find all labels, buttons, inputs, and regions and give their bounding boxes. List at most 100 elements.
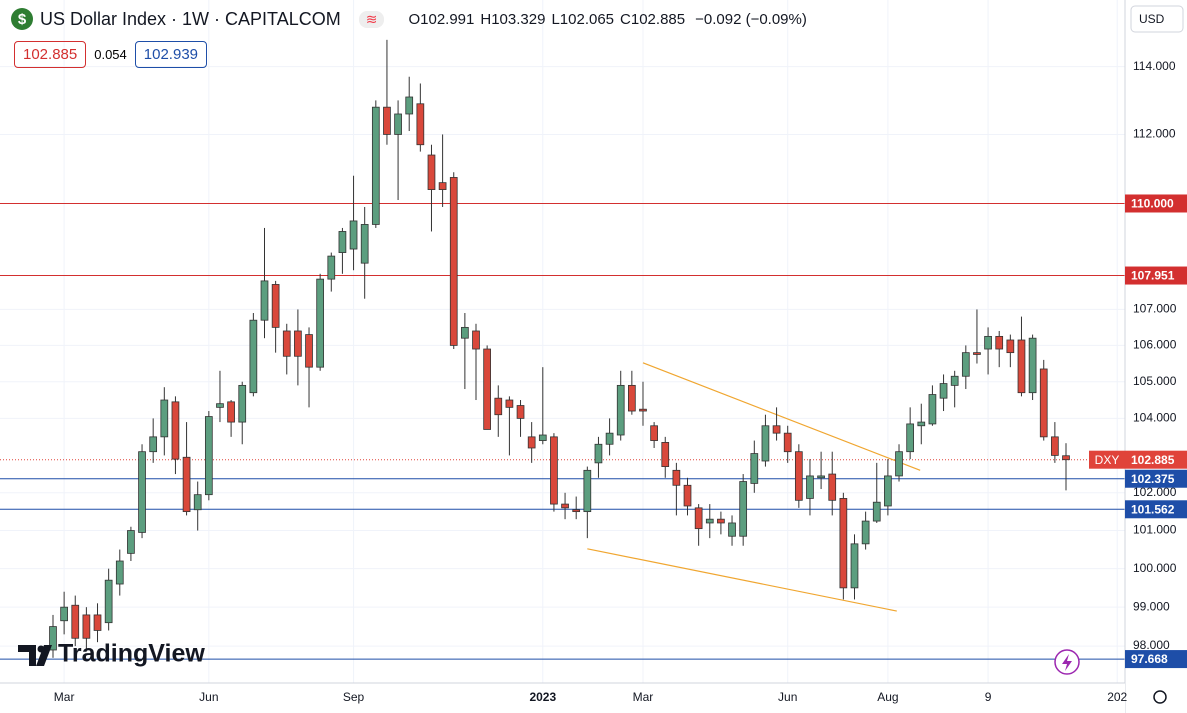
candle-body (1028, 337, 1037, 394)
time-axis (0, 683, 1125, 713)
candle-body (505, 399, 514, 408)
candle-body (216, 403, 224, 408)
ohlc-label: C (620, 10, 631, 28)
candle-body (138, 451, 146, 533)
last-price-label: 102.885 (1131, 453, 1175, 467)
ohlc-label: O (408, 10, 421, 28)
level-label-bg (1125, 500, 1187, 519)
candle-body (739, 481, 748, 537)
last-price-name-bg (1089, 450, 1125, 469)
level-label-bg (1125, 194, 1187, 213)
ohlc-value: 103.329 (491, 10, 546, 28)
header: $ US Dollar Index · 1W · CAPITALCOM ≋ O1… (10, 7, 807, 31)
candle-body (60, 606, 68, 622)
candle-body (950, 375, 959, 386)
x-tick-label: Jun (778, 690, 797, 704)
candle-body (360, 224, 369, 264)
candle-body (249, 319, 258, 394)
candle-body (227, 401, 235, 423)
candle-body (115, 560, 124, 585)
ohlc-label: H (480, 10, 492, 28)
candle-body (806, 475, 814, 499)
candle-body (683, 484, 692, 507)
candle-body (49, 626, 57, 651)
candle-body (616, 384, 625, 436)
candle-body (438, 182, 447, 190)
candle-body (872, 501, 881, 522)
candle-body (550, 436, 558, 505)
candle-body (1039, 368, 1048, 438)
y-tick-label: 102.000 (1133, 485, 1177, 499)
currency-button[interactable] (1130, 5, 1184, 33)
candle-body (494, 397, 503, 416)
candle-body (483, 348, 491, 430)
candle-body (906, 423, 915, 453)
candle-body (861, 520, 870, 545)
buy-price[interactable]: 102.939 (134, 41, 208, 68)
candle-body (472, 330, 480, 350)
candle-body (605, 432, 614, 445)
candle-body (349, 220, 358, 250)
candle-body (238, 384, 247, 423)
level-label-bg (1125, 469, 1187, 488)
candle-body (661, 442, 670, 467)
candle-body (405, 96, 414, 115)
level-label: 102.375 (1131, 472, 1175, 486)
candle-body (717, 518, 725, 524)
y-tick-label: 105.000 (1133, 374, 1177, 388)
ohlc-value: 102.885 (630, 10, 686, 28)
x-tick-label: Jun (199, 690, 218, 704)
candle-body (973, 352, 981, 355)
candle-body (93, 614, 102, 631)
y-tick-label: 101.000 (1133, 523, 1177, 537)
candle-body (672, 469, 681, 486)
candle-body (628, 384, 636, 412)
currency-label: USD (1139, 12, 1165, 26)
candle-body (984, 335, 992, 350)
candle-body (728, 522, 736, 537)
candle-body (416, 103, 425, 146)
change: −0.092 (−0.09%) (695, 10, 807, 28)
candle-body (884, 475, 892, 507)
candle-body (761, 425, 770, 462)
candle-body (995, 335, 1004, 350)
candle-body (127, 530, 135, 554)
candle-body (772, 425, 781, 434)
candle-body (104, 579, 113, 624)
candle-body (828, 473, 837, 501)
level-label: 101.562 (1131, 502, 1175, 516)
candle-body (461, 326, 469, 339)
last-price-bg (1125, 450, 1187, 469)
candle-body (895, 451, 903, 477)
candle-body (705, 518, 714, 524)
candle-body (839, 498, 848, 589)
candle-body (594, 443, 603, 464)
candle-body (561, 503, 569, 509)
x-tick-label: 9 (985, 690, 992, 704)
candle-body (294, 330, 302, 357)
candle-body (160, 399, 169, 438)
ohlc-value: 102.991 (420, 10, 475, 28)
candle-body (282, 330, 291, 357)
level-label: 107.951 (1131, 269, 1175, 283)
sell-price[interactable]: 102.885 (14, 41, 87, 68)
candle-body (338, 231, 347, 253)
candle-body (850, 543, 859, 589)
level-label: 110.000 (1131, 197, 1174, 211)
chart-title: US Dollar Index · 1W · CAPITALCOM (40, 8, 341, 29)
candle-body (572, 509, 581, 513)
y-tick-label: 99.000 (1133, 599, 1170, 613)
ohlc-label: L (551, 10, 560, 28)
logo: TradingView (58, 640, 205, 668)
y-tick-label: 114.000 (1133, 59, 1176, 73)
x-tick-label: Mar (54, 690, 75, 704)
trendline (642, 362, 921, 471)
logo-dot (37, 645, 45, 653)
compare-toggle[interactable]: ≋ (358, 10, 385, 28)
candle-body (583, 469, 592, 513)
candle-body (182, 456, 191, 513)
y-tick-label: 100.000 (1133, 561, 1177, 575)
candle-body (1051, 436, 1059, 456)
candle-body (171, 401, 180, 460)
